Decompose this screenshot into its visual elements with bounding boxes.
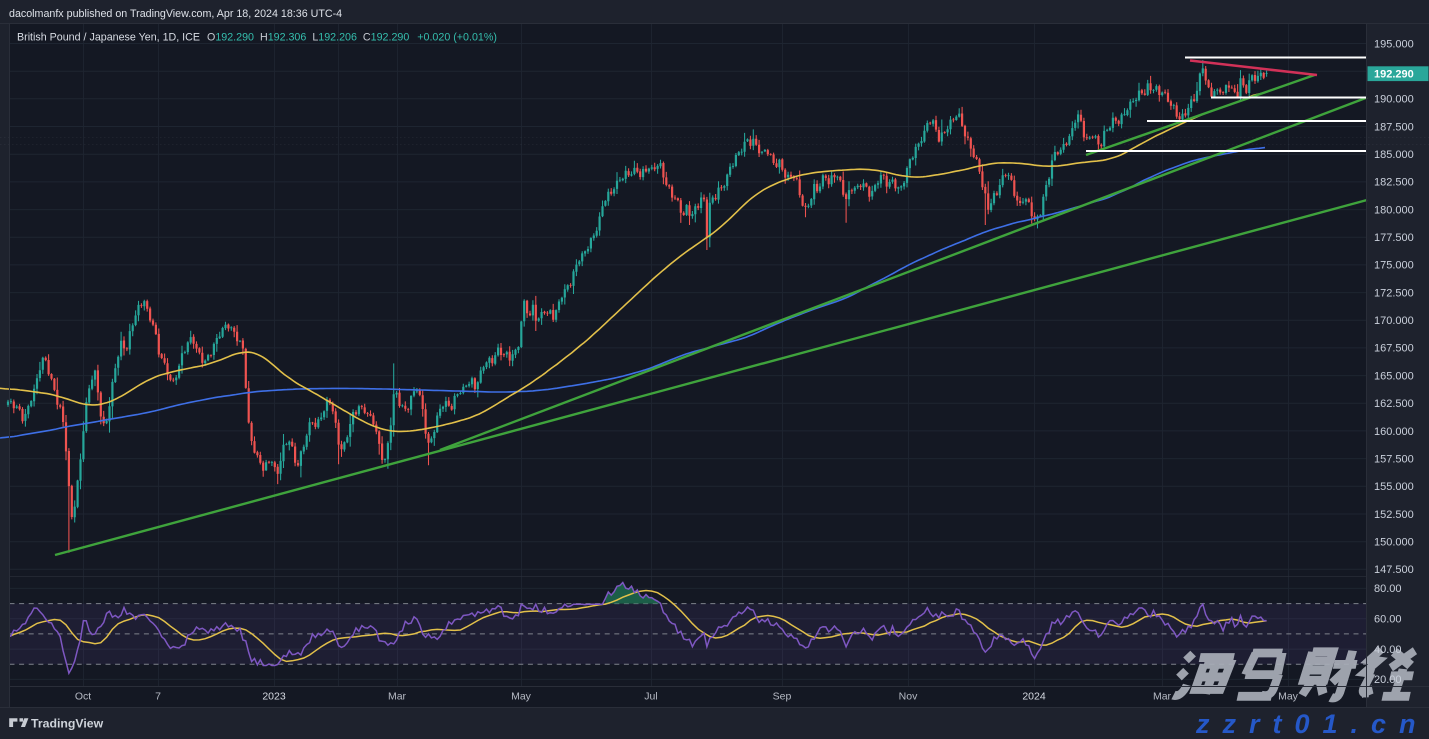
svg-text:60.00: 60.00: [1374, 614, 1402, 626]
svg-text:175.000: 175.000: [1374, 260, 1414, 272]
svg-text:dacolmanfx published on Tradin: dacolmanfx published on TradingView.com,…: [9, 8, 342, 20]
svg-text:Sep: Sep: [773, 691, 792, 703]
svg-text:zzrt01.cn: zzrt01.cn: [1195, 709, 1429, 739]
svg-text:165.000: 165.000: [1374, 370, 1414, 382]
svg-text:147.500: 147.500: [1374, 564, 1414, 576]
svg-text:TradingView: TradingView: [31, 717, 104, 731]
svg-text:180.000: 180.000: [1374, 204, 1414, 216]
svg-text:157.500: 157.500: [1374, 453, 1414, 465]
svg-text:40.00: 40.00: [1374, 644, 1402, 656]
svg-text:20.00: 20.00: [1374, 674, 1402, 686]
svg-text:150.000: 150.000: [1374, 537, 1414, 549]
svg-text:192.290: 192.290: [1374, 69, 1414, 81]
svg-text:172.500: 172.500: [1374, 287, 1414, 299]
svg-text:190.000: 190.000: [1374, 94, 1414, 106]
svg-text:May: May: [511, 691, 532, 703]
svg-text:162.500: 162.500: [1374, 398, 1414, 410]
svg-text:Oct: Oct: [75, 691, 91, 703]
svg-text:2024: 2024: [1022, 691, 1046, 703]
svg-text:2023: 2023: [262, 691, 286, 703]
svg-text:185.000: 185.000: [1374, 149, 1414, 161]
svg-text:Mar: Mar: [1153, 691, 1172, 703]
svg-text:177.500: 177.500: [1374, 232, 1414, 244]
svg-text:May: May: [1278, 691, 1299, 703]
svg-text:195.000: 195.000: [1374, 38, 1414, 50]
svg-text:187.500: 187.500: [1374, 121, 1414, 133]
svg-text:152.500: 152.500: [1374, 509, 1414, 521]
svg-text:170.000: 170.000: [1374, 315, 1414, 327]
svg-text:80.00: 80.00: [1374, 583, 1402, 595]
svg-text:182.500: 182.500: [1374, 177, 1414, 189]
svg-text:167.500: 167.500: [1374, 343, 1414, 355]
svg-text:7: 7: [155, 691, 161, 703]
svg-text:155.000: 155.000: [1374, 481, 1414, 493]
svg-text:Nov: Nov: [899, 691, 918, 703]
svg-text:Mar: Mar: [388, 691, 407, 703]
svg-text:Jul: Jul: [644, 691, 657, 703]
svg-text:160.000: 160.000: [1374, 426, 1414, 438]
